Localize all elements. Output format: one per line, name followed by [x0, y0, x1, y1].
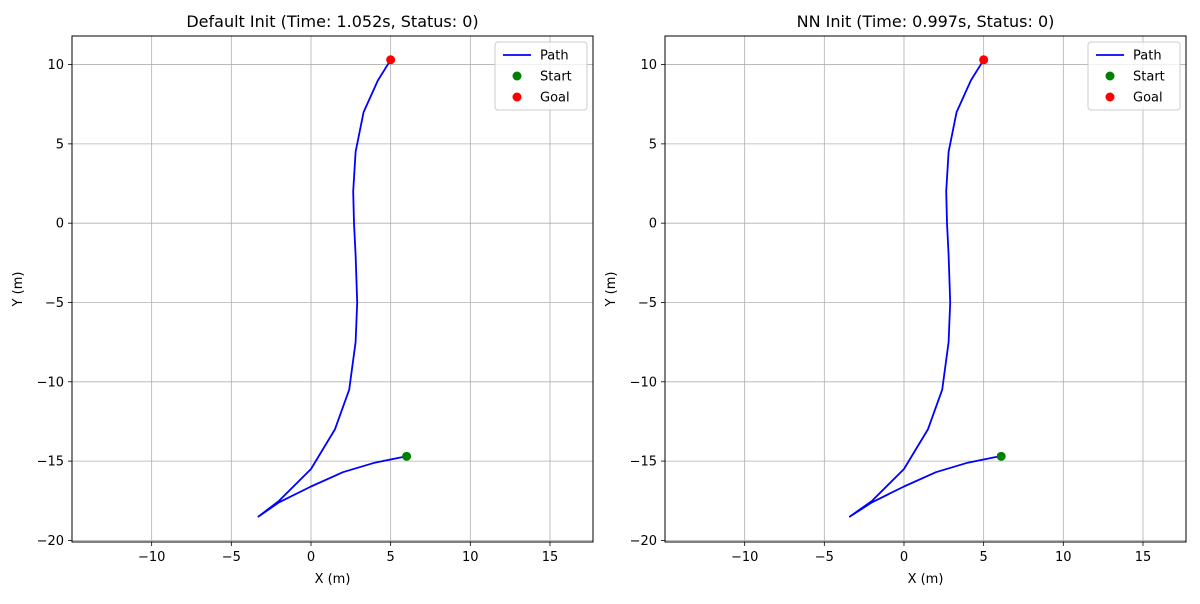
legend: Path Start Goal — [494, 41, 588, 111]
x-tick-label: 0 — [900, 550, 908, 565]
axes-frame — [664, 35, 1187, 543]
legend: Path Start Goal — [1087, 41, 1181, 111]
legend-start-swatch — [1105, 71, 1115, 81]
series-start-marker — [996, 451, 1006, 461]
y-tick-label: 0 — [56, 217, 64, 232]
x-tick-label: 5 — [980, 550, 988, 565]
x-tick-label: −10 — [731, 550, 758, 565]
y-tick-label: −15 — [630, 455, 657, 470]
y-tick-label: −15 — [37, 455, 64, 470]
y-tick-label: −5 — [638, 296, 657, 311]
y-tick-label: −20 — [37, 534, 64, 549]
y-axis-label: Y (m) — [604, 272, 619, 308]
y-axis-label: Y (m) — [11, 272, 26, 308]
series-goal-marker — [386, 55, 396, 65]
legend-goal-swatch — [512, 92, 522, 102]
chart-title: NN Init (Time: 0.997s, Status: 0) — [797, 12, 1055, 31]
legend-label: Goal — [540, 91, 570, 106]
y-tick-label: −10 — [37, 375, 64, 390]
x-tick-label: 5 — [387, 550, 395, 565]
y-tick-label: 5 — [56, 137, 64, 152]
x-tick-label: −5 — [222, 550, 241, 565]
chart-panel-2: −10 −5 0 5 10 15 −20 −15 −10 −5 0 5 10 NN Init (Time:… — [604, 12, 1187, 587]
y-tick-label: −10 — [630, 375, 657, 390]
axes-frame — [71, 35, 594, 543]
y-tick-label: −5 — [45, 296, 64, 311]
y-tick-label: −20 — [630, 534, 657, 549]
y-tick-label: 0 — [649, 217, 657, 232]
x-tick-label: 10 — [1055, 550, 1072, 565]
legend-label: Goal — [1133, 91, 1163, 106]
x-tick-label: −10 — [138, 550, 165, 565]
legend-label: Start — [540, 70, 572, 85]
chart-panel-1: −10 −5 0 5 10 15 −20 −15 −10 −5 0 5 10 Default Init (… — [11, 12, 594, 587]
legend-label: Path — [1133, 49, 1162, 64]
x-axis-label: X (m) — [315, 572, 351, 587]
y-tick-label: 10 — [47, 58, 64, 73]
x-tick-label: 10 — [462, 550, 479, 565]
x-tick-label: 15 — [1135, 550, 1152, 565]
series-start-marker — [402, 451, 412, 461]
series-goal-marker — [979, 55, 989, 65]
legend-label: Start — [1133, 70, 1165, 85]
x-axis-label: X (m) — [908, 572, 944, 587]
y-tick-label: 5 — [649, 137, 657, 152]
x-tick-label: 15 — [542, 550, 559, 565]
series-path-line — [257, 59, 407, 518]
legend-goal-swatch — [1105, 92, 1115, 102]
x-tick-label: −5 — [815, 550, 834, 565]
chart-title: Default Init (Time: 1.052s, Status: 0) — [186, 12, 478, 31]
legend-start-swatch — [512, 71, 522, 81]
y-tick-label: 10 — [640, 58, 657, 73]
legend-label: Path — [540, 49, 569, 64]
x-tick-label: 0 — [307, 550, 315, 565]
series-path-line — [848, 59, 1000, 518]
